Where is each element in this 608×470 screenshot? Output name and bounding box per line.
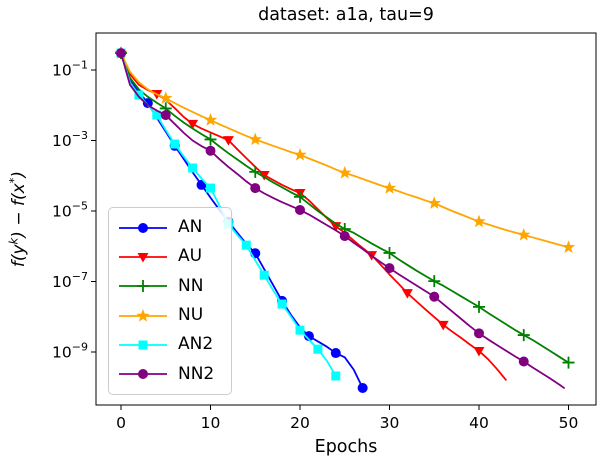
marker-plus (473, 300, 485, 313)
marker-circle (250, 183, 261, 194)
legend-item-NU: NU (117, 307, 225, 325)
y-axis-label: f(yk) − f(x*) (6, 109, 35, 329)
axes-frame (95, 32, 597, 406)
marker-plus (204, 133, 217, 146)
legend-plus-icon (119, 280, 167, 293)
marker-circle (116, 48, 126, 59)
y-tick-label: 10−1 (52, 59, 88, 80)
marker-triangle-down (401, 289, 413, 299)
marker-circle (295, 204, 305, 215)
marker-circle (303, 331, 314, 342)
marker-square (134, 90, 144, 100)
series-markers-NN2 (116, 48, 529, 367)
marker-plus (428, 275, 441, 288)
y-axis-label-part: * (6, 177, 21, 184)
marker-star (561, 240, 576, 253)
x-tick-label: 40 (469, 414, 489, 432)
marker-star (382, 181, 397, 194)
marker-square (170, 139, 180, 149)
marker-star (293, 147, 307, 161)
marker-square (206, 183, 215, 193)
legend: AN AU NN NU AN2 NN2 (108, 207, 232, 395)
y-tick-label: 10−9 (52, 341, 88, 362)
marker-star (338, 165, 352, 179)
marker-plus (383, 246, 396, 259)
series-line-AN (120, 52, 364, 389)
marker-plus (294, 190, 306, 203)
legend-label: AN2 (178, 334, 214, 355)
legend-label: AU (178, 246, 203, 267)
marker-square (277, 299, 287, 309)
legend-label: NN (178, 275, 204, 296)
y-axis-label-part: f(y (9, 244, 29, 268)
marker-circle (474, 328, 484, 339)
marker-plus (249, 165, 262, 178)
marker-triangle-down (473, 346, 485, 357)
legend-item-AU: AU (117, 248, 225, 266)
x-tick-label: 0 (116, 414, 126, 432)
marker-star (517, 227, 531, 241)
marker-circle (429, 291, 440, 302)
marker-circle (518, 356, 529, 367)
marker-circle (330, 348, 341, 359)
marker-square (138, 340, 148, 350)
x-tick-label: 20 (290, 414, 310, 432)
marker-square (331, 371, 341, 381)
x-tick-label: 50 (559, 414, 579, 432)
legend-triangle-down-icon (119, 252, 167, 263)
legend-circle-icon (119, 222, 167, 233)
marker-square (313, 344, 323, 354)
marker-circle (357, 382, 368, 393)
marker-square (259, 270, 269, 280)
legend-item-NN: NN (117, 277, 225, 295)
legend-item-NN2: NN2 (117, 365, 225, 383)
marker-circle (142, 98, 153, 109)
x-axis-label: Epochs (314, 437, 378, 457)
legend-item-AN2: AN2 (117, 336, 225, 354)
legend-label: AN (178, 217, 203, 238)
y-axis-label-part: k (6, 237, 21, 245)
marker-circle (384, 263, 395, 274)
y-axis-label-part: ) − f(x (9, 183, 29, 238)
legend-label: NN2 (178, 363, 215, 384)
marker-circle (160, 110, 171, 121)
marker-circle (205, 145, 216, 156)
marker-star (159, 91, 173, 104)
y-tick-label: 10−3 (52, 129, 88, 150)
marker-circle (138, 222, 148, 233)
legend-circle-icon (119, 369, 167, 380)
marker-plus (517, 329, 530, 342)
marker-star (203, 113, 218, 126)
marker-star (472, 214, 486, 228)
marker-circle (339, 231, 350, 242)
marker-square (188, 163, 198, 173)
y-tick-label: 10−5 (52, 200, 88, 221)
marker-triangle-down (187, 119, 199, 130)
marker-triangle-down (222, 136, 234, 146)
marker-plus (137, 280, 149, 293)
marker-triangle-down (258, 171, 270, 181)
legend-label: NU (178, 305, 204, 326)
marker-square (241, 240, 251, 250)
marker-triangle-down (137, 252, 149, 263)
marker-star (136, 308, 150, 322)
legend-item-AN: AN (117, 219, 225, 237)
legend-star-icon (119, 308, 167, 322)
marker-star (427, 196, 441, 209)
y-tick-label: 10−7 (52, 270, 88, 291)
marker-square (152, 110, 162, 120)
marker-star (248, 132, 262, 146)
marker-plus (562, 356, 575, 369)
marker-triangle-down (437, 320, 449, 331)
marker-square (295, 325, 305, 335)
y-axis-label-part: ) (9, 170, 29, 178)
chart-title: dataset: a1a, tau=9 (258, 5, 434, 25)
x-tick-label: 10 (201, 414, 221, 432)
legend-square-icon (119, 340, 167, 350)
x-tick-label: 30 (380, 414, 400, 432)
marker-circle (138, 369, 148, 380)
